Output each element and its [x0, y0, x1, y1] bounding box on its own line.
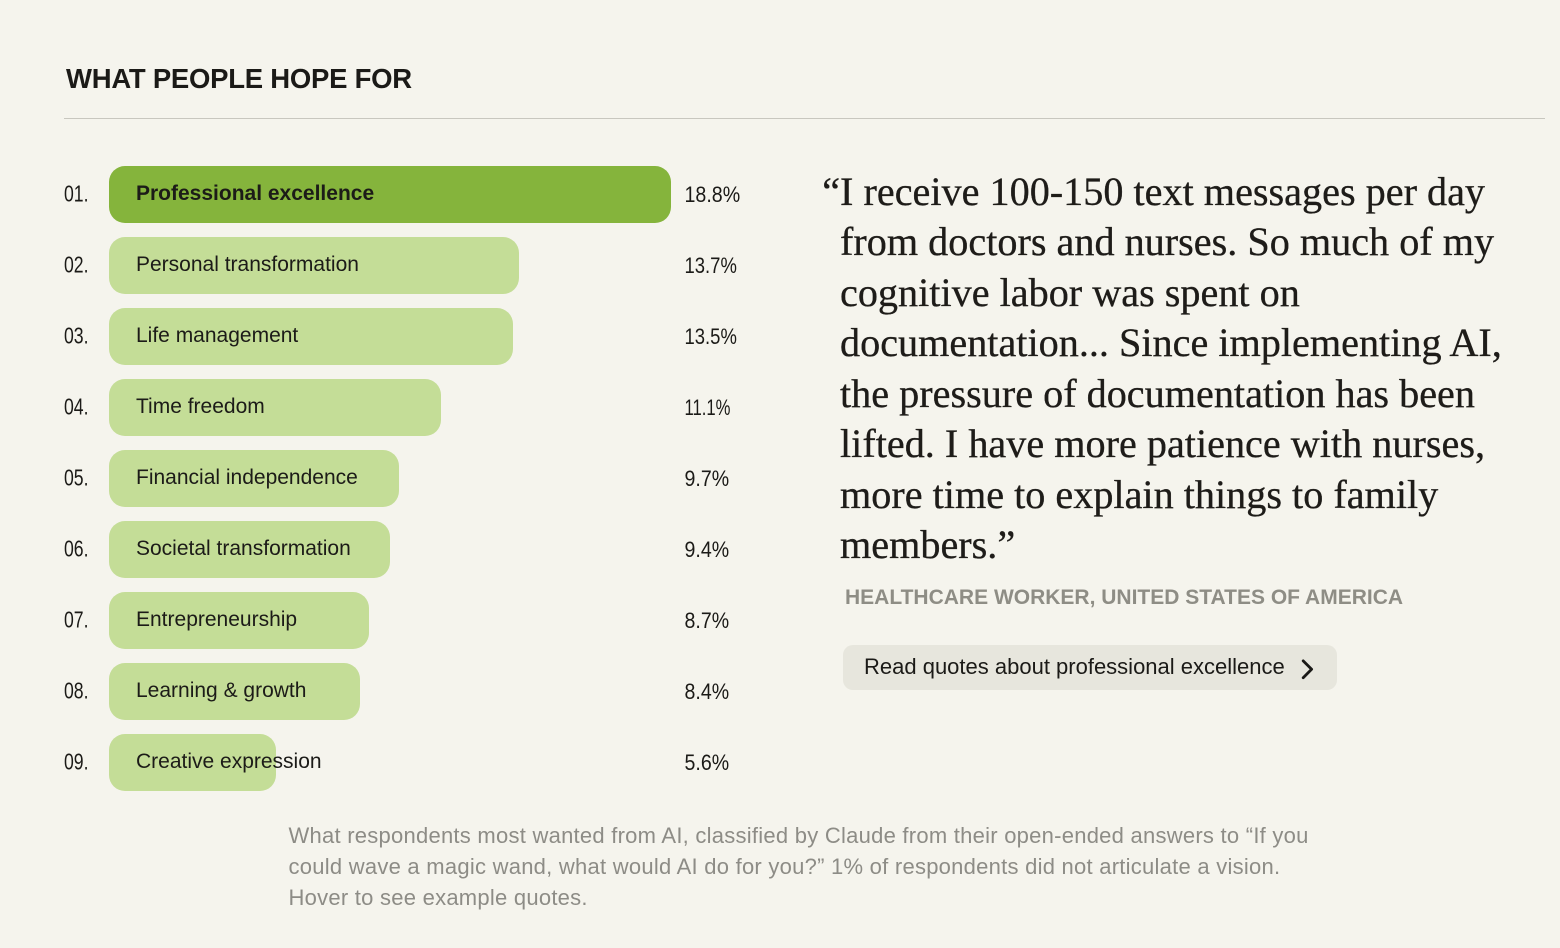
svg-text:13.7%: 13.7% — [685, 253, 737, 278]
svg-text:07.: 07. — [64, 606, 89, 632]
svg-text:9.4%: 9.4% — [685, 537, 730, 562]
svg-text:01.: 01. — [64, 180, 89, 206]
svg-text:13.5%: 13.5% — [685, 324, 737, 349]
svg-text:8.7%: 8.7% — [685, 608, 730, 633]
svg-text:06.: 06. — [64, 535, 89, 561]
svg-text:02.: 02. — [64, 251, 89, 277]
svg-text:05.: 05. — [64, 464, 89, 490]
svg-text:09.: 09. — [64, 748, 89, 774]
svg-text:18.8%: 18.8% — [685, 182, 741, 207]
svg-text:8.4%: 8.4% — [685, 679, 730, 704]
svg-text:11.1%: 11.1% — [685, 395, 731, 420]
svg-text:9.7%: 9.7% — [685, 466, 730, 491]
svg-text:04.: 04. — [64, 393, 89, 419]
svg-text:03.: 03. — [64, 322, 89, 348]
svg-text:5.6%: 5.6% — [685, 750, 730, 775]
svg-text:08.: 08. — [64, 677, 89, 703]
